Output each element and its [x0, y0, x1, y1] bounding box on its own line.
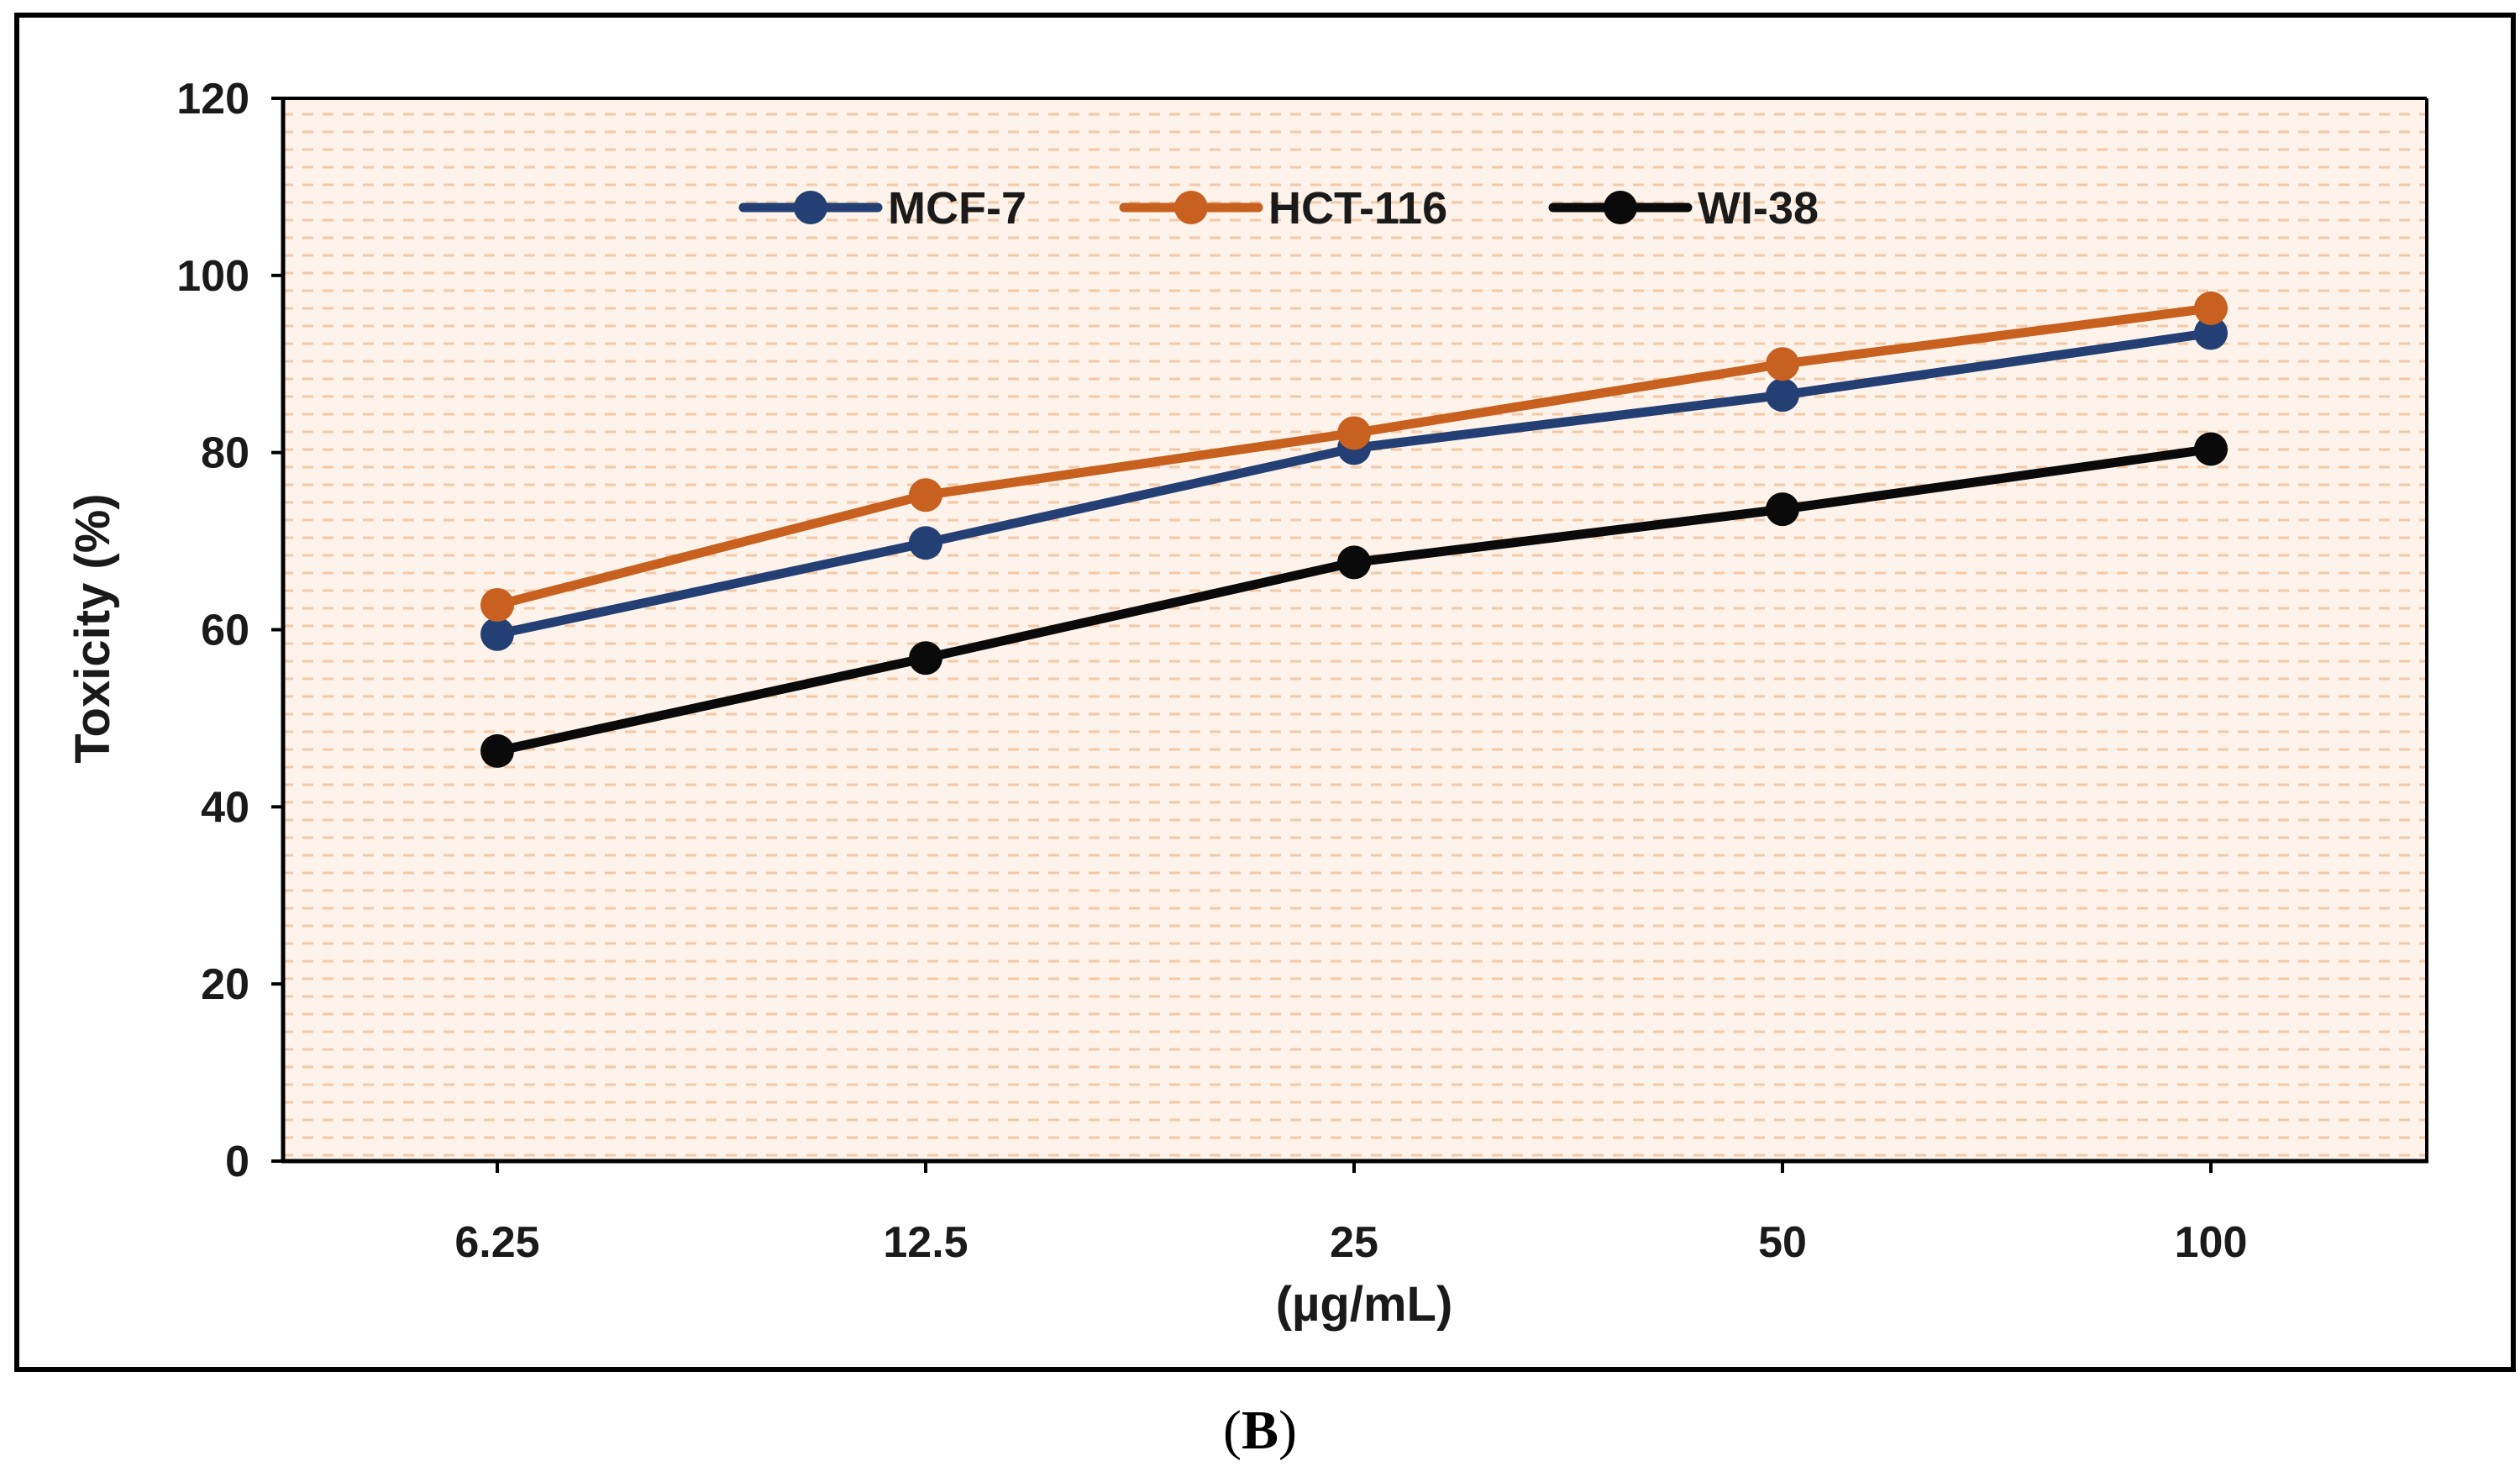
- legend-item-mcf-7: MCF-7: [738, 183, 1026, 234]
- x-tick-label: 6.25: [454, 1218, 539, 1267]
- series-hct-116: [480, 291, 2228, 622]
- plot-area: [283, 98, 2427, 1161]
- legend-swatch-marker: [1604, 191, 1637, 224]
- x-tick-label: 50: [1758, 1218, 1807, 1267]
- legend-label: HCT-116: [1268, 183, 1447, 234]
- legend-label: MCF-7: [888, 183, 1026, 234]
- y-tick-label: 40: [201, 783, 249, 832]
- y-axis-ticks: 0 20 40 60 80 100 120: [176, 75, 283, 1186]
- panel-label-open: (: [1223, 1400, 1242, 1461]
- data-point-wi-38: [2194, 432, 2228, 466]
- panel-label: (B): [1223, 1400, 1297, 1461]
- panel-label-letter: B: [1242, 1400, 1278, 1461]
- legend-item-wi-38: WI-38: [1548, 183, 1819, 234]
- y-tick-label: 80: [201, 429, 249, 478]
- data-point-mcf-7: [909, 526, 942, 560]
- y-tick-label: 60: [201, 607, 249, 655]
- y-tick-label: 120: [176, 75, 249, 124]
- series-wi-38: [480, 432, 2228, 768]
- data-point-hct-116: [1337, 416, 1371, 450]
- legend: MCF-7 HCT-116 WI-38: [738, 183, 1819, 234]
- data-point-mcf-7: [1766, 378, 1799, 413]
- data-point-mcf-7: [480, 617, 514, 651]
- legend-swatch-marker: [1174, 191, 1208, 224]
- series-layer: [480, 291, 2228, 768]
- x-tick-label: 12.5: [883, 1218, 968, 1267]
- data-point-wi-38: [1766, 492, 1799, 527]
- data-point-hct-116: [1766, 347, 1799, 381]
- data-point-wi-38: [909, 641, 942, 675]
- data-point-hct-116: [480, 587, 514, 622]
- y-tick-label: 20: [201, 960, 249, 1009]
- x-tick-label: 100: [2175, 1218, 2248, 1267]
- y-axis-title: Toxicity (%): [66, 493, 120, 763]
- legend-item-hct-116: HCT-116: [1119, 183, 1447, 234]
- x-tick-label: 25: [1330, 1218, 1378, 1267]
- data-point-wi-38: [480, 733, 514, 768]
- data-point-hct-116: [2194, 291, 2228, 325]
- y-tick-label: 0: [225, 1138, 249, 1186]
- legend-swatch-marker: [794, 191, 827, 224]
- panel-label-close: ): [1278, 1400, 1297, 1461]
- y-tick-label: 100: [176, 252, 249, 301]
- legend-label: WI-38: [1698, 183, 1819, 234]
- data-point-wi-38: [1337, 545, 1371, 580]
- x-axis-ticks: 6.25 12.5 25 50 100: [454, 1161, 2247, 1267]
- data-point-hct-116: [909, 478, 942, 512]
- x-axis-title: (µg/mL): [1276, 1277, 1453, 1332]
- data-point-mcf-7: [2194, 316, 2228, 350]
